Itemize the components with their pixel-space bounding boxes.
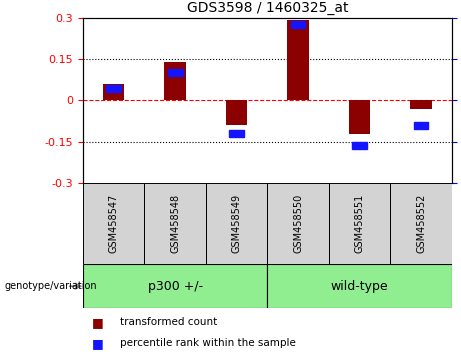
Bar [206,183,267,264]
Text: p300 +/-: p300 +/- [148,280,203,293]
Bar [291,21,306,28]
Bar [349,101,370,133]
Text: GSM458552: GSM458552 [416,194,426,253]
Bar [287,21,309,101]
Bar [352,142,367,149]
Bar [267,183,329,264]
Bar [165,62,186,101]
Bar [226,101,248,125]
Text: wild-type: wild-type [331,280,388,293]
Title: GDS3598 / 1460325_at: GDS3598 / 1460325_at [187,1,348,15]
Text: transformed count: transformed count [120,317,217,327]
Bar [410,101,432,109]
Bar [144,183,206,264]
Bar [106,85,121,92]
Text: percentile rank within the sample: percentile rank within the sample [120,338,296,348]
Text: GSM458548: GSM458548 [170,194,180,253]
Text: ■: ■ [92,337,104,350]
Text: ■: ■ [92,316,104,329]
Text: GSM458550: GSM458550 [293,194,303,253]
Bar [390,183,452,264]
Bar [83,183,144,264]
Bar [168,69,183,76]
Text: GSM458549: GSM458549 [231,194,242,253]
Bar [103,84,124,101]
Text: GSM458547: GSM458547 [109,194,119,253]
Text: GSM458551: GSM458551 [355,194,365,253]
Bar [267,264,452,308]
Text: genotype/variation: genotype/variation [5,281,97,291]
Bar [229,130,244,137]
Bar [83,264,267,308]
Bar [414,122,428,129]
Bar [329,183,390,264]
